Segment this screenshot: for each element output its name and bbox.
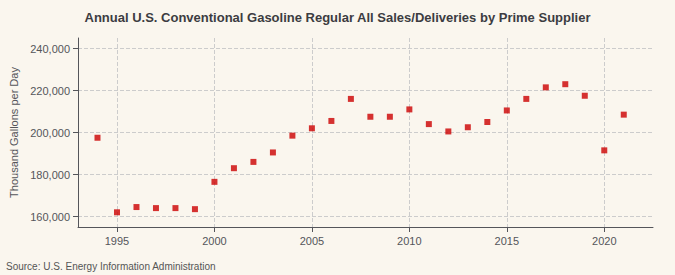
- svg-text:2005: 2005: [300, 235, 324, 247]
- svg-text:Thousand Gallons per Day: Thousand Gallons per Day: [8, 67, 20, 198]
- svg-text:1995: 1995: [105, 235, 129, 247]
- svg-text:Source: U.S. Energy Informatio: Source: U.S. Energy Information Administ…: [6, 261, 216, 272]
- svg-text:Annual U.S. Conventional Gasol: Annual U.S. Conventional Gasoline Regula…: [85, 10, 591, 25]
- svg-text:2015: 2015: [495, 235, 519, 247]
- svg-text:220,000: 220,000: [30, 85, 70, 97]
- svg-text:160,000: 160,000: [30, 211, 70, 223]
- svg-text:2010: 2010: [397, 235, 421, 247]
- svg-text:240,000: 240,000: [30, 43, 70, 55]
- svg-text:180,000: 180,000: [30, 169, 70, 181]
- svg-text:2000: 2000: [202, 235, 226, 247]
- svg-text:200,000: 200,000: [30, 127, 70, 139]
- svg-text:2020: 2020: [592, 235, 616, 247]
